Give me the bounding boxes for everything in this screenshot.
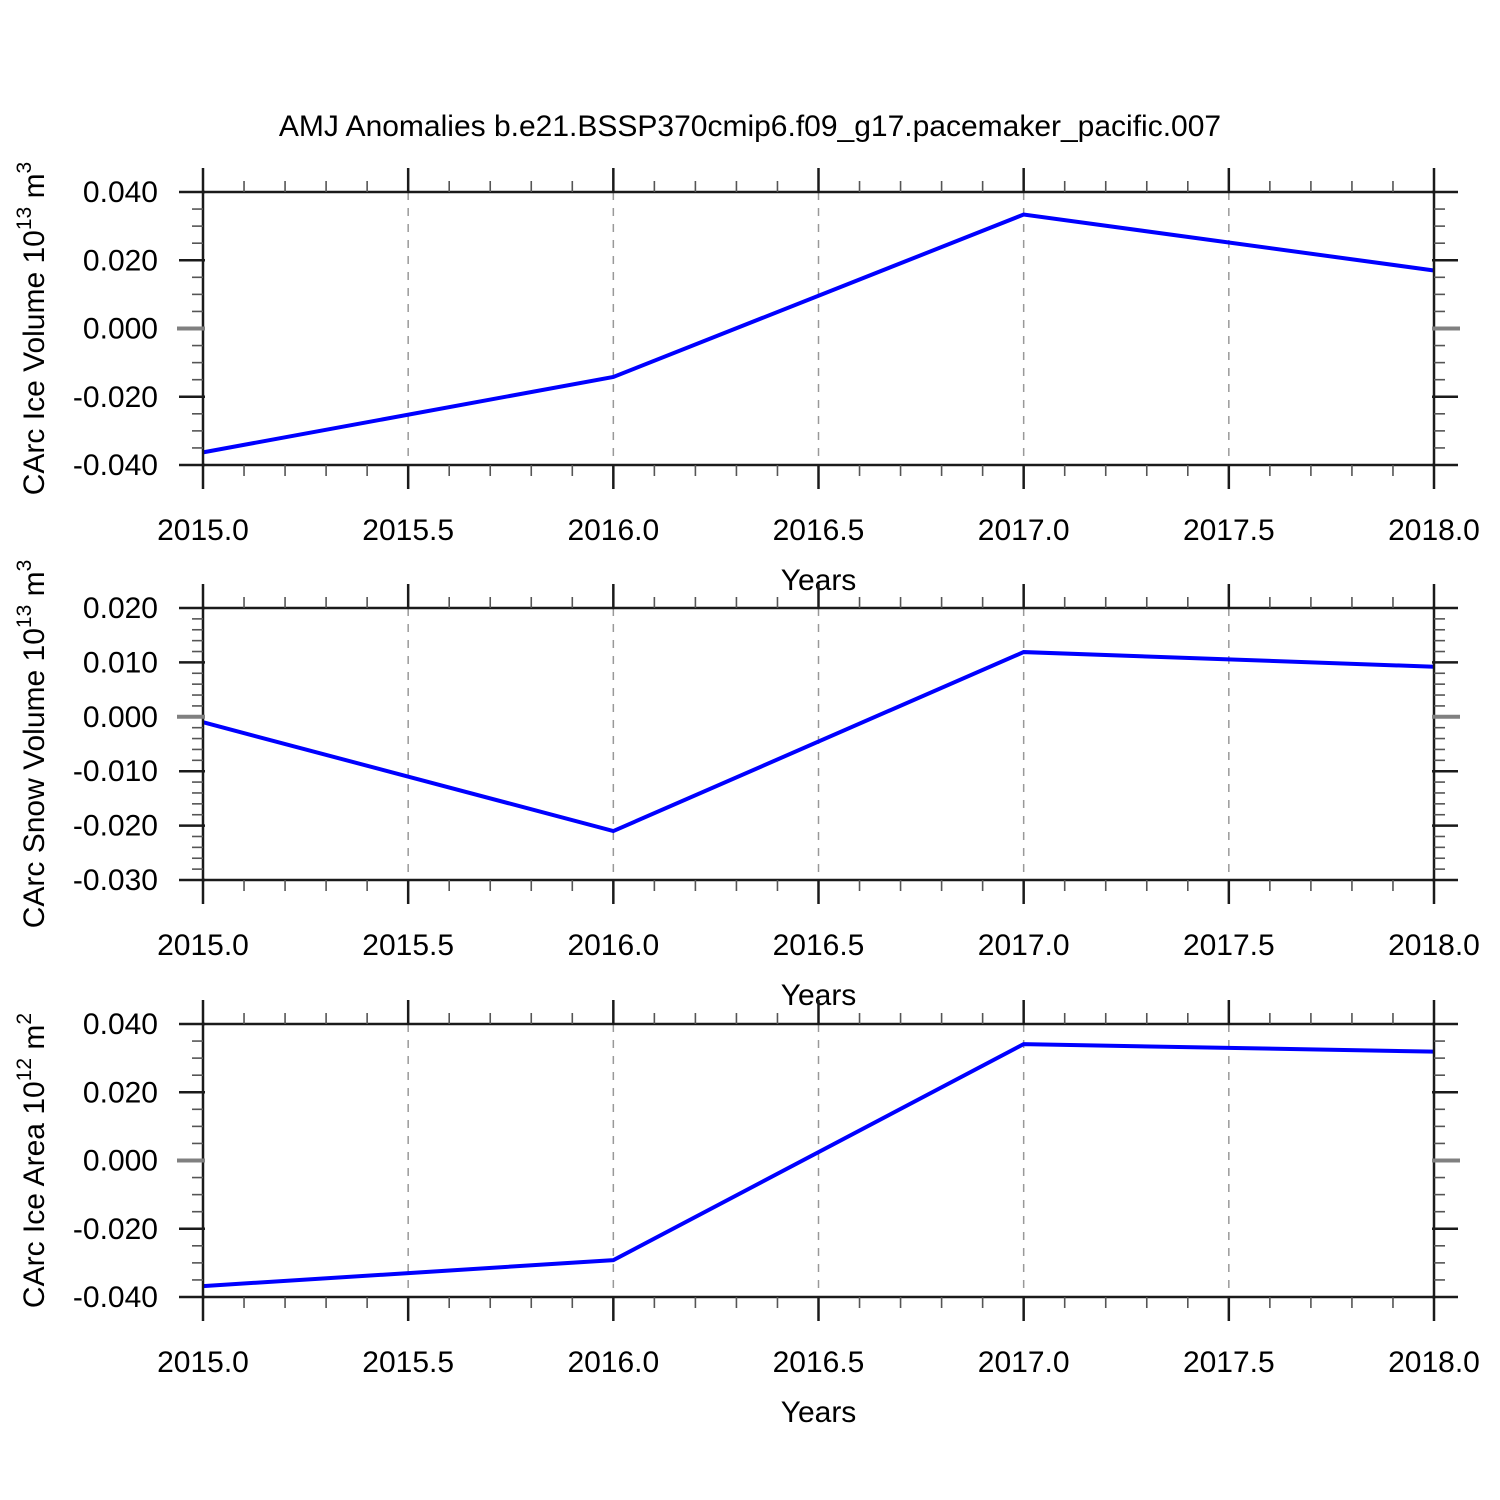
y-tick-label: 0.040 bbox=[83, 176, 158, 209]
x-tick-label: 2015.0 bbox=[157, 929, 249, 962]
y-axis-title: CArc Ice Volume 1013 m3 bbox=[13, 162, 51, 496]
x-tick-label: 2017.5 bbox=[1183, 514, 1275, 547]
y-tick-label: 0.000 bbox=[83, 701, 158, 734]
x-tick-label: 2017.0 bbox=[978, 929, 1070, 962]
y-tick-label: -0.010 bbox=[73, 755, 158, 788]
x-tick-label: 2017.5 bbox=[1183, 1346, 1275, 1379]
x-tick-label: 2016.0 bbox=[567, 514, 659, 547]
x-tick-label: 2016.0 bbox=[567, 1346, 659, 1379]
x-tick-label: 2016.0 bbox=[567, 929, 659, 962]
plot-frame bbox=[201, 190, 1436, 467]
y-tick-label: 0.020 bbox=[83, 244, 158, 277]
x-tick-label: 2018.0 bbox=[1388, 1346, 1480, 1379]
plot-frame bbox=[201, 1022, 1436, 1299]
panel-2: 2015.0 2015.5 2016.0 2016.5 2017.0 2017.5 2018… bbox=[13, 560, 1480, 1012]
x-tick-label: 2018.0 bbox=[1388, 514, 1480, 547]
y-tick-label: -0.030 bbox=[73, 864, 158, 897]
series-line bbox=[202, 650, 1435, 834]
x-tick-label: 2016.5 bbox=[773, 929, 865, 962]
y-tick-label: 0.020 bbox=[83, 592, 158, 625]
y-tick-label: -0.040 bbox=[73, 1281, 158, 1314]
x-tick-label: 2018.0 bbox=[1388, 929, 1480, 962]
y-axis-title: CArc Ice Area 1012 m2 bbox=[13, 1013, 51, 1308]
x-axis-title: Years bbox=[781, 1396, 857, 1429]
y-tick-label: 0.020 bbox=[83, 1076, 158, 1109]
panels-group: 2015.0 2015.5 2016.0 2016.5 2017.0 2017.5 2018… bbox=[13, 162, 1480, 1429]
x-tick-label: 2017.0 bbox=[978, 514, 1070, 547]
y-axis-title: CArc Snow Volume 1013 m3 bbox=[13, 560, 51, 929]
series-line bbox=[202, 212, 1435, 455]
x-tick-label: 2015.5 bbox=[362, 1346, 454, 1379]
x-tick-label: 2015.5 bbox=[362, 929, 454, 962]
x-tick-label: 2016.5 bbox=[773, 514, 865, 547]
y-tick-label: 0.010 bbox=[83, 646, 158, 679]
x-tick-label: 2017.0 bbox=[978, 1346, 1070, 1379]
figure-title: AMJ Anomalies b.e21.BSSP370cmip6.f09_g17… bbox=[279, 110, 1221, 143]
y-tick-label: 0.000 bbox=[83, 313, 158, 346]
x-tick-label: 2015.0 bbox=[157, 1346, 249, 1379]
y-tick-label: 0.040 bbox=[83, 1008, 158, 1041]
panel-3: 2015.0 2015.5 2016.0 2016.5 2017.0 2017.5 2018… bbox=[13, 1000, 1480, 1429]
panel-1: 2015.0 2015.5 2016.0 2016.5 2017.0 2017.5 2018… bbox=[13, 162, 1480, 597]
y-tick-label: -0.020 bbox=[73, 381, 158, 414]
x-tick-label: 2015.5 bbox=[362, 514, 454, 547]
y-tick-label: -0.020 bbox=[73, 1213, 158, 1246]
x-tick-label: 2017.5 bbox=[1183, 929, 1275, 962]
y-tick-label: -0.020 bbox=[73, 810, 158, 843]
x-tick-label: 2016.5 bbox=[773, 1346, 865, 1379]
series-line bbox=[202, 1042, 1435, 1289]
y-tick-label: 0.000 bbox=[83, 1145, 158, 1178]
y-tick-label: -0.040 bbox=[73, 449, 158, 482]
x-tick-label: 2015.0 bbox=[157, 514, 249, 547]
